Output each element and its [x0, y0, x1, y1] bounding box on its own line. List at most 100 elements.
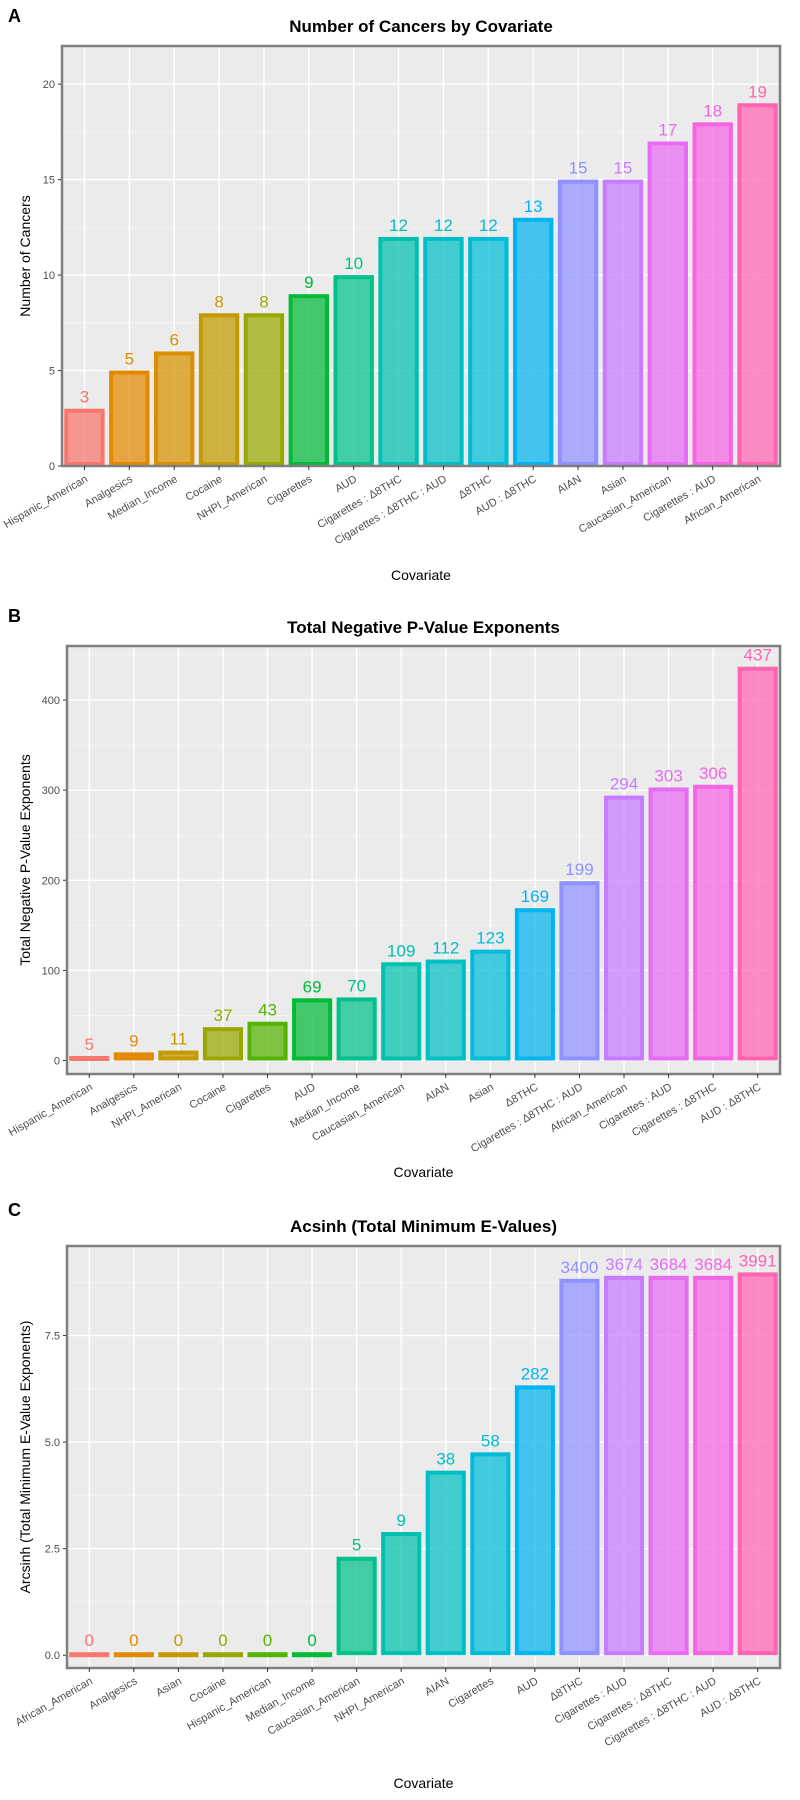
data-label: 8	[259, 292, 268, 311]
x-tick-label: Cocaine	[188, 1081, 229, 1112]
y-tick-label: 200	[42, 875, 60, 887]
x-tick-label: AUD	[514, 1675, 540, 1697]
y-axis-title: Total Negative P-Value Exponents	[17, 754, 33, 965]
y-tick-label: 300	[42, 785, 60, 797]
data-label: 0	[263, 1631, 272, 1650]
data-label: 5	[85, 1035, 94, 1054]
y-tick-label: 0	[49, 461, 55, 473]
data-label: 169	[521, 887, 549, 906]
bar	[737, 666, 778, 1061]
plot-border	[60, 44, 782, 468]
x-tick-label: Δ8THC	[457, 473, 494, 501]
panel-letter: A	[8, 6, 21, 26]
y-axis-title: Arcsinh (Total Minimum E-Value Exponents…	[17, 1321, 33, 1594]
y-tick-label: 100	[42, 965, 60, 977]
data-label: 0	[218, 1631, 227, 1650]
bar	[113, 1052, 154, 1061]
bar	[603, 795, 645, 1061]
bar	[292, 998, 333, 1061]
bar	[292, 1652, 333, 1658]
data-label: 18	[703, 101, 722, 120]
data-label: 282	[521, 1364, 549, 1383]
data-label: 0	[307, 1631, 316, 1650]
data-label: 112	[432, 939, 459, 958]
bar	[559, 881, 600, 1061]
data-label: 3991	[739, 1251, 777, 1270]
data-label: 15	[613, 159, 632, 178]
data-label: 5	[352, 1536, 361, 1555]
bar	[113, 1652, 154, 1658]
bar	[198, 313, 240, 467]
bar	[603, 1275, 645, 1656]
bar	[512, 217, 554, 466]
y-tick-label: 0.0	[45, 1650, 60, 1662]
plot-border	[65, 644, 782, 1076]
data-label: 70	[347, 976, 366, 995]
data-label: 306	[699, 764, 727, 783]
x-tick-label: AIAN	[423, 1081, 451, 1104]
bar	[648, 787, 689, 1061]
bar	[425, 1470, 466, 1656]
x-axis-title: Covariate	[394, 1775, 454, 1791]
bar	[692, 122, 733, 466]
y-tick-label: 400	[42, 695, 60, 707]
chart-title: Acsinh (Total Minimum E-Values)	[290, 1217, 557, 1236]
x-tick-label: Asian	[466, 1081, 496, 1105]
bar	[288, 294, 330, 466]
data-label: 3684	[650, 1255, 688, 1274]
x-tick-label: Hispanic_American	[2, 473, 90, 531]
data-label: 8	[214, 292, 223, 311]
x-tick-label: Analgesics	[87, 1675, 140, 1712]
bar	[602, 179, 644, 467]
bar	[514, 908, 555, 1061]
y-tick-label: 20	[43, 79, 55, 91]
y-tick-label: 5.0	[45, 1437, 60, 1449]
data-label: 0	[174, 1631, 183, 1650]
y-tick-label: 0	[54, 1055, 60, 1067]
bar	[202, 1027, 244, 1061]
bar	[158, 1050, 199, 1061]
bar	[737, 1272, 778, 1656]
y-tick-label: 2.5	[45, 1544, 60, 1556]
chart-panel-b: B Total Negative P-Value Exponents 0 100 200…	[7, 606, 782, 1180]
x-tick-label: Asian	[599, 473, 629, 497]
data-label: 9	[304, 273, 313, 292]
data-label: 9	[396, 1511, 405, 1530]
bar	[470, 1452, 511, 1656]
bar	[336, 1556, 377, 1656]
x-tick-label: Asian	[154, 1675, 184, 1699]
data-label: 109	[387, 941, 415, 960]
bar	[648, 1275, 689, 1656]
x-tick-label: Cigarettes	[224, 1081, 274, 1117]
plot-border	[65, 1244, 782, 1670]
bar	[559, 1278, 600, 1656]
y-tick-label: 7.5	[45, 1331, 60, 1343]
chart-title: Number of Cancers by Covariate	[289, 17, 553, 36]
data-label: 43	[258, 1001, 277, 1020]
y-tick-label: 15	[43, 175, 55, 187]
bar	[247, 1652, 288, 1658]
y-tick-label: 5	[49, 366, 55, 378]
data-label: 0	[85, 1631, 94, 1650]
data-label: 303	[654, 766, 682, 785]
data-label: 69	[303, 977, 322, 996]
data-label: 0	[129, 1631, 138, 1650]
bar	[333, 275, 374, 466]
chart-panel-a: A Number of Cancers by Covariate 0 5 10 15 20 3…	[2, 6, 782, 583]
x-axis-title: Covariate	[391, 567, 451, 583]
x-tick-label: Δ8THC	[503, 1081, 540, 1109]
x-tick-label: AUD	[333, 473, 359, 495]
data-label: 12	[479, 216, 498, 235]
bar	[557, 179, 599, 467]
data-label: 6	[169, 330, 178, 349]
data-label: 294	[610, 775, 638, 794]
data-label: 38	[436, 1450, 455, 1469]
data-label: 17	[658, 120, 677, 139]
bar	[247, 1021, 288, 1061]
data-label: 437	[744, 646, 772, 665]
data-label: 3684	[694, 1255, 732, 1274]
data-label: 3674	[605, 1255, 643, 1274]
data-label: 13	[524, 197, 543, 216]
